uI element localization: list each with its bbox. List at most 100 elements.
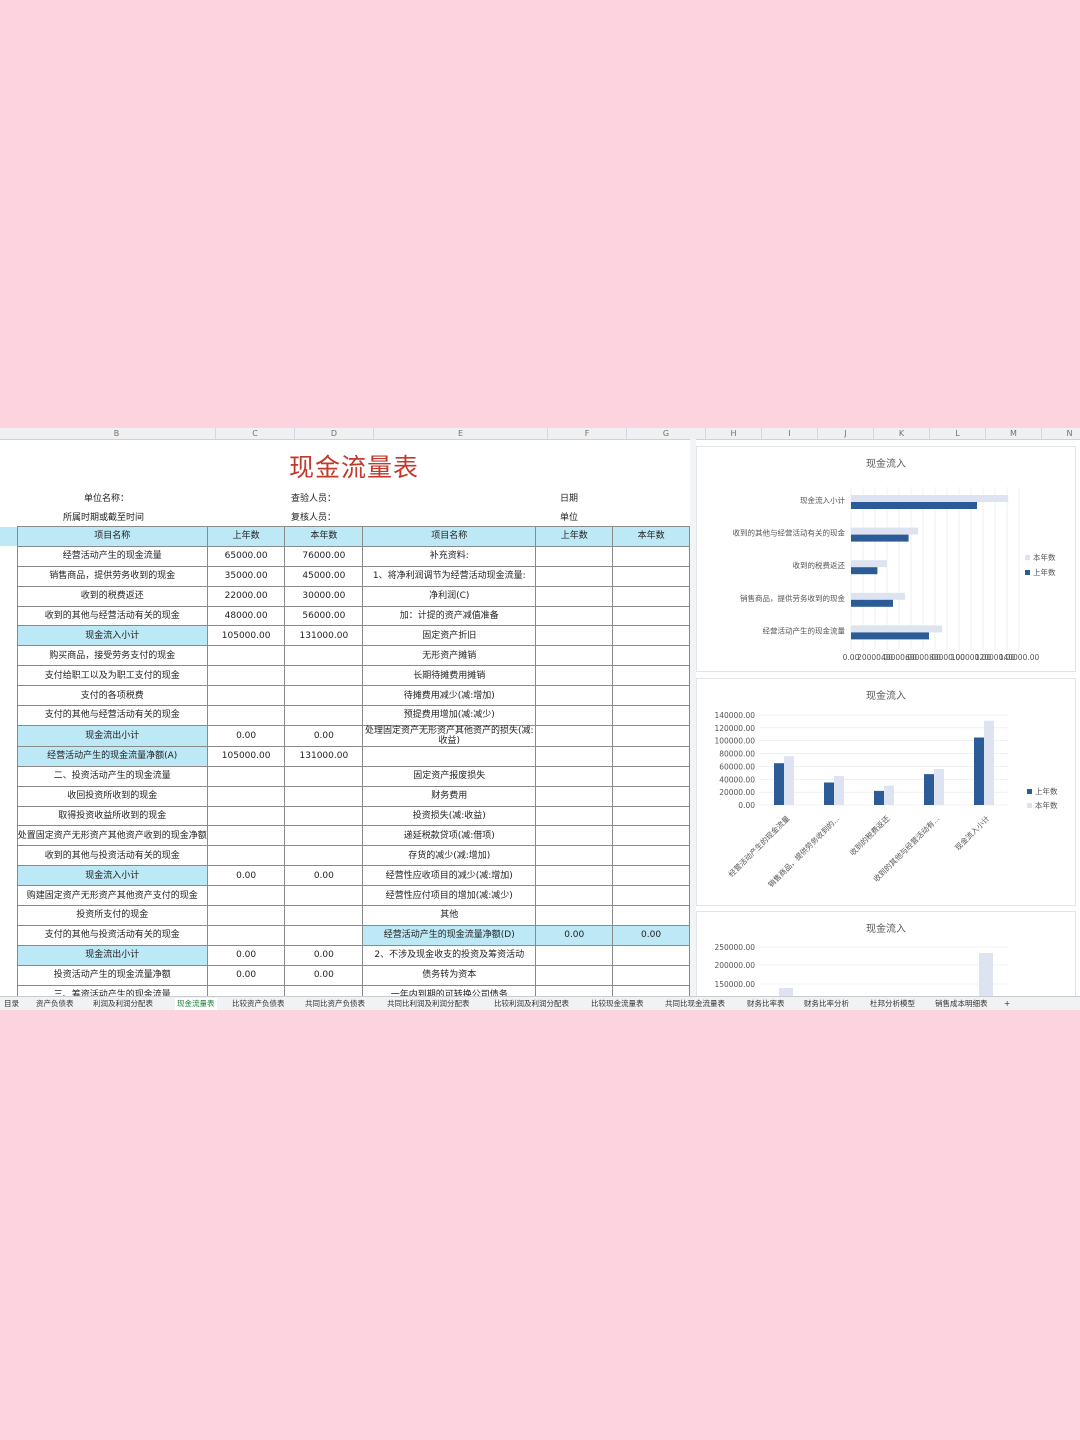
table-cell[interactable] [612, 585, 690, 607]
column-header-c[interactable]: C [216, 428, 295, 439]
table-cell[interactable]: 65000.00 [206, 545, 286, 567]
table-cell[interactable]: 105000.00 [206, 625, 286, 647]
column-header-g[interactable]: G [627, 428, 706, 439]
table-cell[interactable]: 0.00 [284, 964, 364, 986]
table-cell[interactable] [612, 785, 690, 807]
table-cell[interactable] [612, 964, 690, 986]
table-cell[interactable] [535, 865, 614, 887]
table-cell[interactable]: 0.00 [284, 865, 364, 887]
sheet-tab[interactable]: 比较现金流量表 [591, 999, 644, 1008]
table-cell[interactable] [284, 924, 364, 946]
table-cell[interactable]: 财务费用 [362, 785, 537, 807]
table-cell[interactable]: 固定资产报废损失 [362, 765, 537, 787]
sheet-tab[interactable]: 现金流量表 [175, 998, 217, 1010]
column-header-b[interactable]: B [18, 428, 216, 439]
table-cell[interactable] [535, 565, 614, 587]
table-cell[interactable]: 0.00 [206, 724, 286, 747]
table-cell[interactable] [206, 905, 286, 926]
table-cell[interactable] [535, 685, 614, 707]
table-cell[interactable]: 现金流入小计 [16, 625, 208, 647]
table-cell[interactable]: 0.00 [284, 724, 364, 747]
column-header-f[interactable]: F [548, 428, 627, 439]
table-cell[interactable] [284, 885, 364, 907]
table-cell[interactable] [535, 944, 614, 966]
table-cell[interactable]: 投资损失(减:收益) [362, 805, 537, 827]
table-cell[interactable] [535, 585, 614, 607]
table-cell[interactable]: 48000.00 [206, 605, 286, 627]
chart-panel-vertical[interactable]: 现金流入 140000.00 120000.00 100000.00 80000.00… [696, 678, 1076, 906]
table-cell[interactable] [206, 685, 286, 707]
table-cell[interactable]: 待摊费用减少(减:增加) [362, 685, 537, 707]
table-cell[interactable] [612, 565, 690, 587]
table-cell[interactable] [535, 545, 614, 567]
table-cell[interactable] [284, 645, 364, 667]
table-cell[interactable] [284, 845, 364, 867]
table-cell[interactable] [284, 765, 364, 787]
add-sheet-button[interactable]: + [1004, 999, 1011, 1008]
table-cell[interactable]: 净利润(C) [362, 585, 537, 607]
table-cell[interactable]: 二、投资活动产生的现金流量 [16, 765, 208, 787]
table-cell[interactable] [612, 825, 690, 847]
bar-previous-year[interactable] [924, 774, 934, 805]
table-cell[interactable]: 经营活动产生的现金流量净额(A) [16, 745, 208, 767]
table-cell[interactable]: 35000.00 [206, 565, 286, 587]
table-cell[interactable]: 支付的其他与经营活动有关的现金 [16, 705, 208, 726]
column-header-d[interactable]: D [295, 428, 374, 439]
table-cell[interactable]: 现金流入小计 [16, 865, 208, 887]
table-cell[interactable] [206, 665, 286, 687]
table-cell[interactable]: 0.00 [206, 944, 286, 966]
table-cell[interactable]: 现金流出小计 [16, 944, 208, 966]
sheet-tab[interactable]: 财务比率表 [747, 999, 785, 1008]
table-cell[interactable]: 0.00 [206, 964, 286, 986]
bar-current-year[interactable] [851, 592, 905, 600]
table-cell[interactable]: 76000.00 [284, 545, 364, 567]
table-cell[interactable]: 收到的其他与经营活动有关的现金 [16, 605, 208, 627]
bar-current-year[interactable] [984, 720, 994, 805]
table-cell[interactable] [206, 845, 286, 867]
bar-previous-year[interactable] [774, 763, 784, 805]
column-header-j[interactable]: J [818, 428, 874, 439]
table-cell[interactable]: 经营性应付项目的增加(减:减少) [362, 885, 537, 907]
table-cell[interactable] [612, 545, 690, 567]
sheet-tab[interactable]: 共同比资产负债表 [305, 999, 365, 1008]
table-cell[interactable]: 105000.00 [206, 745, 286, 767]
table-cell[interactable] [612, 885, 690, 907]
table-cell[interactable]: 收到的税费返还 [16, 585, 208, 607]
table-cell[interactable]: 其他 [362, 905, 537, 926]
header-cell[interactable]: 上年数 [535, 526, 614, 547]
table-cell[interactable]: 购建固定资产无形资产其他资产支付的现金 [16, 885, 208, 907]
table-cell[interactable] [612, 944, 690, 966]
table-cell[interactable]: 补充资料: [362, 545, 537, 567]
table-cell[interactable]: 处置固定资产无形资产其他资产收到的现金净额 [16, 825, 208, 847]
table-cell[interactable] [612, 805, 690, 827]
table-cell[interactable]: 经营性应收项目的减少(减:增加) [362, 865, 537, 887]
table-cell[interactable] [612, 705, 690, 726]
table-cell[interactable] [535, 905, 614, 926]
header-cell[interactable]: 本年数 [612, 526, 690, 547]
column-header-h[interactable]: H [706, 428, 762, 439]
header-cell[interactable]: 项目名称 [16, 526, 208, 547]
bar-current-year[interactable] [851, 625, 943, 633]
bar-previous-year[interactable] [851, 502, 977, 509]
table-cell[interactable]: 0.00 [535, 924, 614, 946]
table-cell[interactable]: 56000.00 [284, 605, 364, 627]
sheet-tab[interactable]: 利润及利润分配表 [93, 999, 153, 1008]
table-cell[interactable]: 固定资产折旧 [362, 625, 537, 647]
table-cell[interactable]: 经营活动产生的现金流量 [16, 545, 208, 567]
column-header-l[interactable]: L [930, 428, 986, 439]
bar-previous-year[interactable] [824, 782, 834, 806]
table-cell[interactable] [284, 705, 364, 726]
pane-divider[interactable] [690, 439, 696, 996]
table-cell[interactable] [535, 705, 614, 726]
table-cell[interactable]: 131000.00 [284, 745, 364, 767]
table-cell[interactable] [535, 605, 614, 627]
table-cell[interactable]: 取得投资收益所收到的现金 [16, 805, 208, 827]
table-cell[interactable] [535, 765, 614, 787]
table-cell[interactable]: 投资活动产生的现金流量净额 [16, 964, 208, 986]
table-cell[interactable]: 0.00 [206, 865, 286, 887]
table-cell[interactable]: 预提费用增加(减:减少) [362, 705, 537, 726]
table-cell[interactable] [535, 745, 614, 767]
sheet-tab[interactable]: 共同比现金流量表 [665, 999, 725, 1008]
bar-previous-year[interactable] [851, 534, 909, 542]
table-cell[interactable] [284, 905, 364, 926]
